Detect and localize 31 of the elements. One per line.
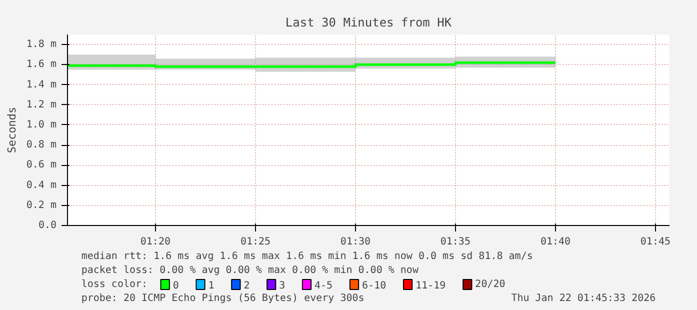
y-tick-label: 1.4 m — [26, 79, 57, 90]
legend-label: 3 — [279, 280, 286, 292]
y-axis-title: Seconds — [5, 106, 18, 154]
legend-label: 1 — [208, 280, 214, 292]
x-tick-label: 01:20 — [140, 236, 171, 248]
legend-label: 2 — [244, 280, 250, 292]
chart-title: Last 30 Minutes from HK — [285, 16, 452, 30]
text: median rtt: 1.6 ms avg 1.6 ms max 1.6 ms min 1.6 ms now 0.0 ms sd 81.8 am/s — [81, 251, 533, 262]
y-tick-label: 1.8 m — [26, 39, 57, 50]
x-tick-label: 01:25 — [240, 236, 271, 248]
x-tick-label: 01:40 — [540, 236, 571, 248]
x-tick-label: 01:45 — [640, 236, 671, 248]
y-tick-label: 1.6 m — [26, 59, 57, 70]
text: packet loss: 0.00 % avg 0.00 % max 0.00 % min 0.00 % now — [81, 265, 420, 276]
y-tick-label: 0.2 m — [26, 200, 57, 211]
x-tick-label: 01:30 — [340, 236, 371, 248]
legend-label: 20/20 — [475, 279, 506, 290]
legend-label: 0 — [172, 280, 179, 292]
text: Thu Jan 22 01:45:33 2026 — [511, 293, 656, 304]
legend-label: 11-19 — [416, 280, 446, 292]
y-tick-label: 0.6 m — [26, 160, 57, 171]
y-tick-label: 0.8 m — [26, 140, 57, 151]
y-tick-label: 0.4 m — [26, 180, 57, 191]
x-tick-label: 01:35 — [440, 236, 470, 248]
y-tick-label: 1.2 m — [26, 99, 57, 110]
y-tick-label: 1.0 m — [26, 119, 57, 130]
legend-title: loss color: — [81, 279, 148, 290]
text: probe: 20 ICMP Echo Pings (56 Bytes) every 300s — [81, 293, 364, 304]
y-tick-label: 0.0 — [38, 220, 56, 231]
legend-label: 4-5 — [314, 280, 333, 292]
legend-label: 6-10 — [362, 280, 386, 292]
